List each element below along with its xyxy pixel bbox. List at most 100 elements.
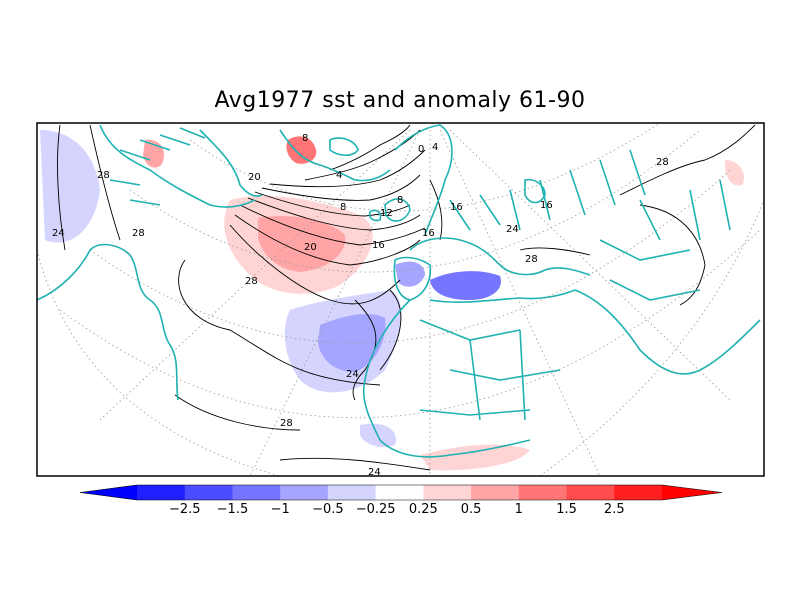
contour-label: 24 [52, 228, 65, 239]
map-frame [36, 122, 765, 477]
contour-line [329, 124, 411, 171]
contour-line [57, 124, 66, 251]
colorbar: −2.5 −1.5 −1 −0.5 −0.25 0.25 0.5 1 1.5 2.5 [79, 484, 723, 517]
contour-line [234, 214, 421, 266]
europe-coast [409, 237, 591, 276]
meridian [249, 129, 421, 476]
colorbar-tick-label: 0.5 [461, 502, 482, 517]
sst-contours [57, 124, 756, 471]
contour-label: 28 [132, 228, 145, 239]
contour-label: 24 [346, 369, 359, 380]
colorbar-bin [280, 485, 329, 500]
colorbar-tick-label: −0.25 [356, 502, 396, 517]
contour-line [429, 179, 443, 241]
contour-label: 8 [397, 195, 403, 206]
colorbar-tick-label: −1.5 [217, 502, 249, 517]
page-title: Avg1977 sst and anomaly 61-90 [214, 88, 586, 113]
anomaly-positive-arabian [724, 160, 745, 186]
north-america-coast [37, 243, 179, 401]
colorbar-tick-label: 1.5 [556, 502, 577, 517]
contour-line [269, 149, 426, 188]
greenland-coast [279, 129, 391, 182]
contour-label: 20 [304, 242, 317, 253]
contour-line [254, 191, 411, 217]
anomaly-positive-tropical-coast [420, 444, 530, 471]
contour-line [279, 457, 431, 471]
contour-label: 28 [656, 157, 669, 168]
anomaly-positive-labrador [286, 136, 317, 164]
contour-line [619, 124, 756, 196]
colorbar-bin [184, 485, 233, 500]
british-isles-coast [368, 198, 411, 222]
colorbar-tick-label: −1 [271, 502, 290, 517]
contour-label: 16 [540, 200, 553, 211]
coastlines [37, 124, 761, 458]
colorbar-bin [327, 485, 377, 500]
africa-borders [419, 319, 561, 421]
colorbar-arrow-left [80, 485, 137, 500]
africa-coast [362, 299, 531, 458]
contour-line [352, 299, 377, 401]
projection-boundary [539, 199, 764, 476]
north-america-coast [99, 124, 256, 208]
canada-coast [199, 129, 263, 197]
contour-label: 12 [380, 208, 393, 219]
anomaly-negative-gulf-coast [40, 130, 100, 243]
colorbar-bin [137, 485, 186, 500]
contour-label: 8 [302, 133, 308, 144]
contour-label: 28 [245, 276, 258, 287]
meridian [449, 129, 731, 401]
contour-line [247, 197, 421, 231]
contour-line [89, 124, 121, 241]
contour-label: 16 [450, 202, 463, 213]
contour-labels: 0 4 4 8 8 8 12 16 16 16 16 20 20 24 24 2… [52, 133, 669, 478]
colorbar-tick-label: −0.5 [312, 502, 344, 517]
contour-label: 4 [336, 170, 342, 181]
colorbar-tick-label: 0.25 [409, 502, 438, 517]
anomaly-shading [40, 130, 745, 471]
colorbar-bin [566, 485, 615, 500]
colorbar-bin [423, 485, 472, 500]
scandinavia-coast [394, 124, 453, 236]
contour-label: 20 [248, 172, 261, 183]
colorbar-tick-label: 1 [515, 502, 523, 517]
north-america-borders [109, 127, 206, 206]
europe-borders [449, 149, 646, 231]
contour-line [379, 289, 402, 371]
colorbar-bin [471, 485, 520, 500]
contour-label: 8 [340, 202, 346, 213]
contour-line [239, 204, 426, 246]
colorbar-tick-label: 2.5 [604, 502, 625, 517]
colorbar-arrow-right [662, 485, 722, 500]
contour-label: 4 [432, 142, 438, 153]
anomaly-negative-canary-core [318, 314, 386, 372]
middle-east-coast [574, 289, 761, 375]
contour-line [178, 259, 381, 386]
contour-line [174, 394, 301, 431]
contour-line [261, 174, 421, 201]
contour-line [229, 224, 401, 305]
iceland-coast [329, 137, 359, 157]
map-area: 0 4 4 8 8 8 12 16 16 16 16 20 20 24 24 2… [37, 123, 764, 478]
mediterranean-coast [429, 289, 576, 303]
contour-label: 28 [525, 254, 538, 265]
contour-label: 0 [418, 144, 424, 155]
anomaly-negative-iberia [395, 261, 425, 287]
iberia-coast [393, 256, 432, 301]
colorbar-bin [232, 485, 281, 500]
colorbar-bin [614, 485, 663, 500]
contour-label: 28 [280, 418, 293, 429]
contour-label: 24 [368, 467, 381, 478]
asia-borders [599, 179, 731, 301]
contour-label: 16 [422, 228, 435, 239]
contour-line [639, 204, 706, 306]
colorbar-bin [375, 485, 424, 500]
contour-line [304, 129, 421, 181]
contour-line [519, 247, 591, 256]
caspian-coast [524, 178, 546, 204]
anomaly-negative-west-med [430, 271, 501, 300]
contour-label: 24 [506, 224, 519, 235]
colorbar-outline [79, 484, 723, 501]
projection-boundary [37, 249, 281, 476]
